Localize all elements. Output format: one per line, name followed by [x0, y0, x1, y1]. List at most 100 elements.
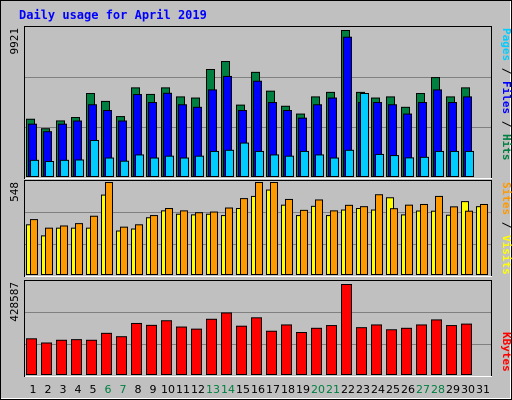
- legend-sep-1: /: [500, 61, 512, 81]
- pages-bar-9: [150, 157, 159, 178]
- pages-bar-26: [405, 157, 414, 177]
- pages-bar-27: [420, 156, 429, 178]
- pages-bar-17: [270, 154, 279, 177]
- kbytes-bar-9: [146, 324, 157, 375]
- legend-sites: Sites: [500, 182, 512, 215]
- kbytes-bar-3: [56, 339, 67, 375]
- middle-legend: Sites / Visits: [500, 182, 512, 275]
- kbytes-bar-8: [131, 322, 142, 376]
- top-legend: Pages / Files / Hits: [500, 28, 512, 161]
- day-label-17: 17: [266, 383, 280, 396]
- sites-bar-2: [45, 227, 53, 275]
- pages-bar-7: [120, 160, 129, 178]
- pages-bar-5: [90, 139, 99, 178]
- middle-ymax-label: 548: [8, 182, 21, 202]
- pages-bar-23: [360, 93, 369, 177]
- sites-bar-22: [345, 204, 353, 276]
- top-bars: [26, 30, 474, 178]
- top-ymax-label: 9921: [8, 28, 21, 55]
- kbytes-bar-6: [101, 332, 112, 375]
- kbytes-bar-13: [206, 318, 217, 375]
- sites-bar-6: [105, 182, 113, 275]
- sites-bar-13: [210, 211, 218, 275]
- legend-hits: Hits: [500, 134, 512, 161]
- day-label-25: 25: [386, 383, 400, 396]
- pages-bar-10: [165, 155, 174, 177]
- day-label-28: 28: [431, 383, 445, 396]
- pages-bar-28: [435, 150, 444, 178]
- kbytes-bar-12: [191, 328, 202, 376]
- pages-bar-15: [240, 142, 249, 177]
- legend-sep-3: /: [500, 215, 512, 235]
- sites-bar-7: [120, 226, 128, 276]
- bottom-legend: KBytes: [500, 332, 512, 372]
- sites-bar-9: [150, 215, 158, 276]
- middle-bars: [26, 182, 488, 276]
- pages-bar-13: [210, 150, 219, 178]
- pages-bar-1: [30, 159, 39, 178]
- day-label-19: 19: [296, 383, 310, 396]
- day-label-31: 31: [476, 383, 490, 396]
- kbytes-bar-17: [266, 330, 277, 376]
- day-label-4: 4: [75, 383, 82, 396]
- legend-sep-2: /: [500, 114, 512, 134]
- sites-bar-29: [450, 206, 458, 275]
- sites-bar-8: [135, 224, 143, 275]
- day-label-15: 15: [236, 383, 250, 396]
- kbytes-bar-22: [341, 284, 352, 375]
- day-label-29: 29: [446, 383, 460, 396]
- legend-pages: Pages: [500, 28, 512, 61]
- sites-bar-15: [240, 198, 248, 275]
- kbytes-bar-11: [176, 326, 187, 375]
- legend-kbytes: KBytes: [500, 332, 512, 372]
- day-label-26: 26: [401, 383, 415, 396]
- pages-bar-8: [135, 154, 144, 177]
- sites-bar-20: [315, 199, 323, 275]
- kbytes-bar-5: [86, 339, 97, 375]
- pages-bar-11: [180, 157, 189, 178]
- pages-bar-14: [225, 149, 234, 177]
- day-label-6: 6: [105, 383, 112, 396]
- kbytes-bar-2: [41, 342, 52, 375]
- kbytes-bar-25: [386, 329, 397, 376]
- sites-bar-25: [390, 208, 398, 275]
- day-label-16: 16: [251, 383, 265, 396]
- sites-bar-10: [165, 208, 173, 275]
- pages-bar-3: [60, 159, 69, 178]
- kbytes-bar-7: [116, 336, 127, 376]
- sites-bar-24: [375, 194, 383, 275]
- pages-bar-22: [345, 149, 354, 177]
- sites-bar-12: [195, 212, 203, 275]
- sites-bar-30: [465, 210, 473, 275]
- pages-bar-20: [315, 154, 324, 177]
- pages-bar-18: [285, 155, 294, 177]
- day-label-1: 1: [30, 383, 37, 396]
- pages-bar-19: [300, 150, 309, 178]
- pages-bar-4: [75, 159, 84, 177]
- pages-bar-16: [255, 150, 264, 178]
- kbytes-bar-16: [251, 317, 262, 376]
- bottom-ymax-label: 428587: [8, 282, 21, 322]
- chart-title: Daily usage for April 2019: [19, 8, 207, 22]
- day-label-9: 9: [150, 383, 157, 396]
- pages-bar-2: [45, 161, 54, 178]
- day-label-5: 5: [90, 383, 97, 396]
- sites-bar-19: [300, 209, 308, 275]
- pages-bar-29: [450, 150, 459, 178]
- kbytes-bar-19: [296, 332, 307, 375]
- day-label-18: 18: [281, 383, 295, 396]
- sites-bar-26: [405, 204, 413, 275]
- legend-files: Files: [500, 81, 512, 114]
- sites-bar-17: [270, 182, 278, 275]
- sites-bar-28: [435, 195, 443, 276]
- legend-visits: Visits: [500, 235, 512, 275]
- day-label-8: 8: [135, 383, 142, 396]
- day-label-27: 27: [416, 383, 430, 396]
- sites-bar-31: [480, 203, 488, 276]
- day-label-12: 12: [191, 383, 205, 396]
- day-label-11: 11: [176, 383, 190, 396]
- kbytes-bar-24: [371, 324, 382, 376]
- kbytes-bar-15: [236, 325, 247, 375]
- day-label-30: 30: [461, 383, 475, 396]
